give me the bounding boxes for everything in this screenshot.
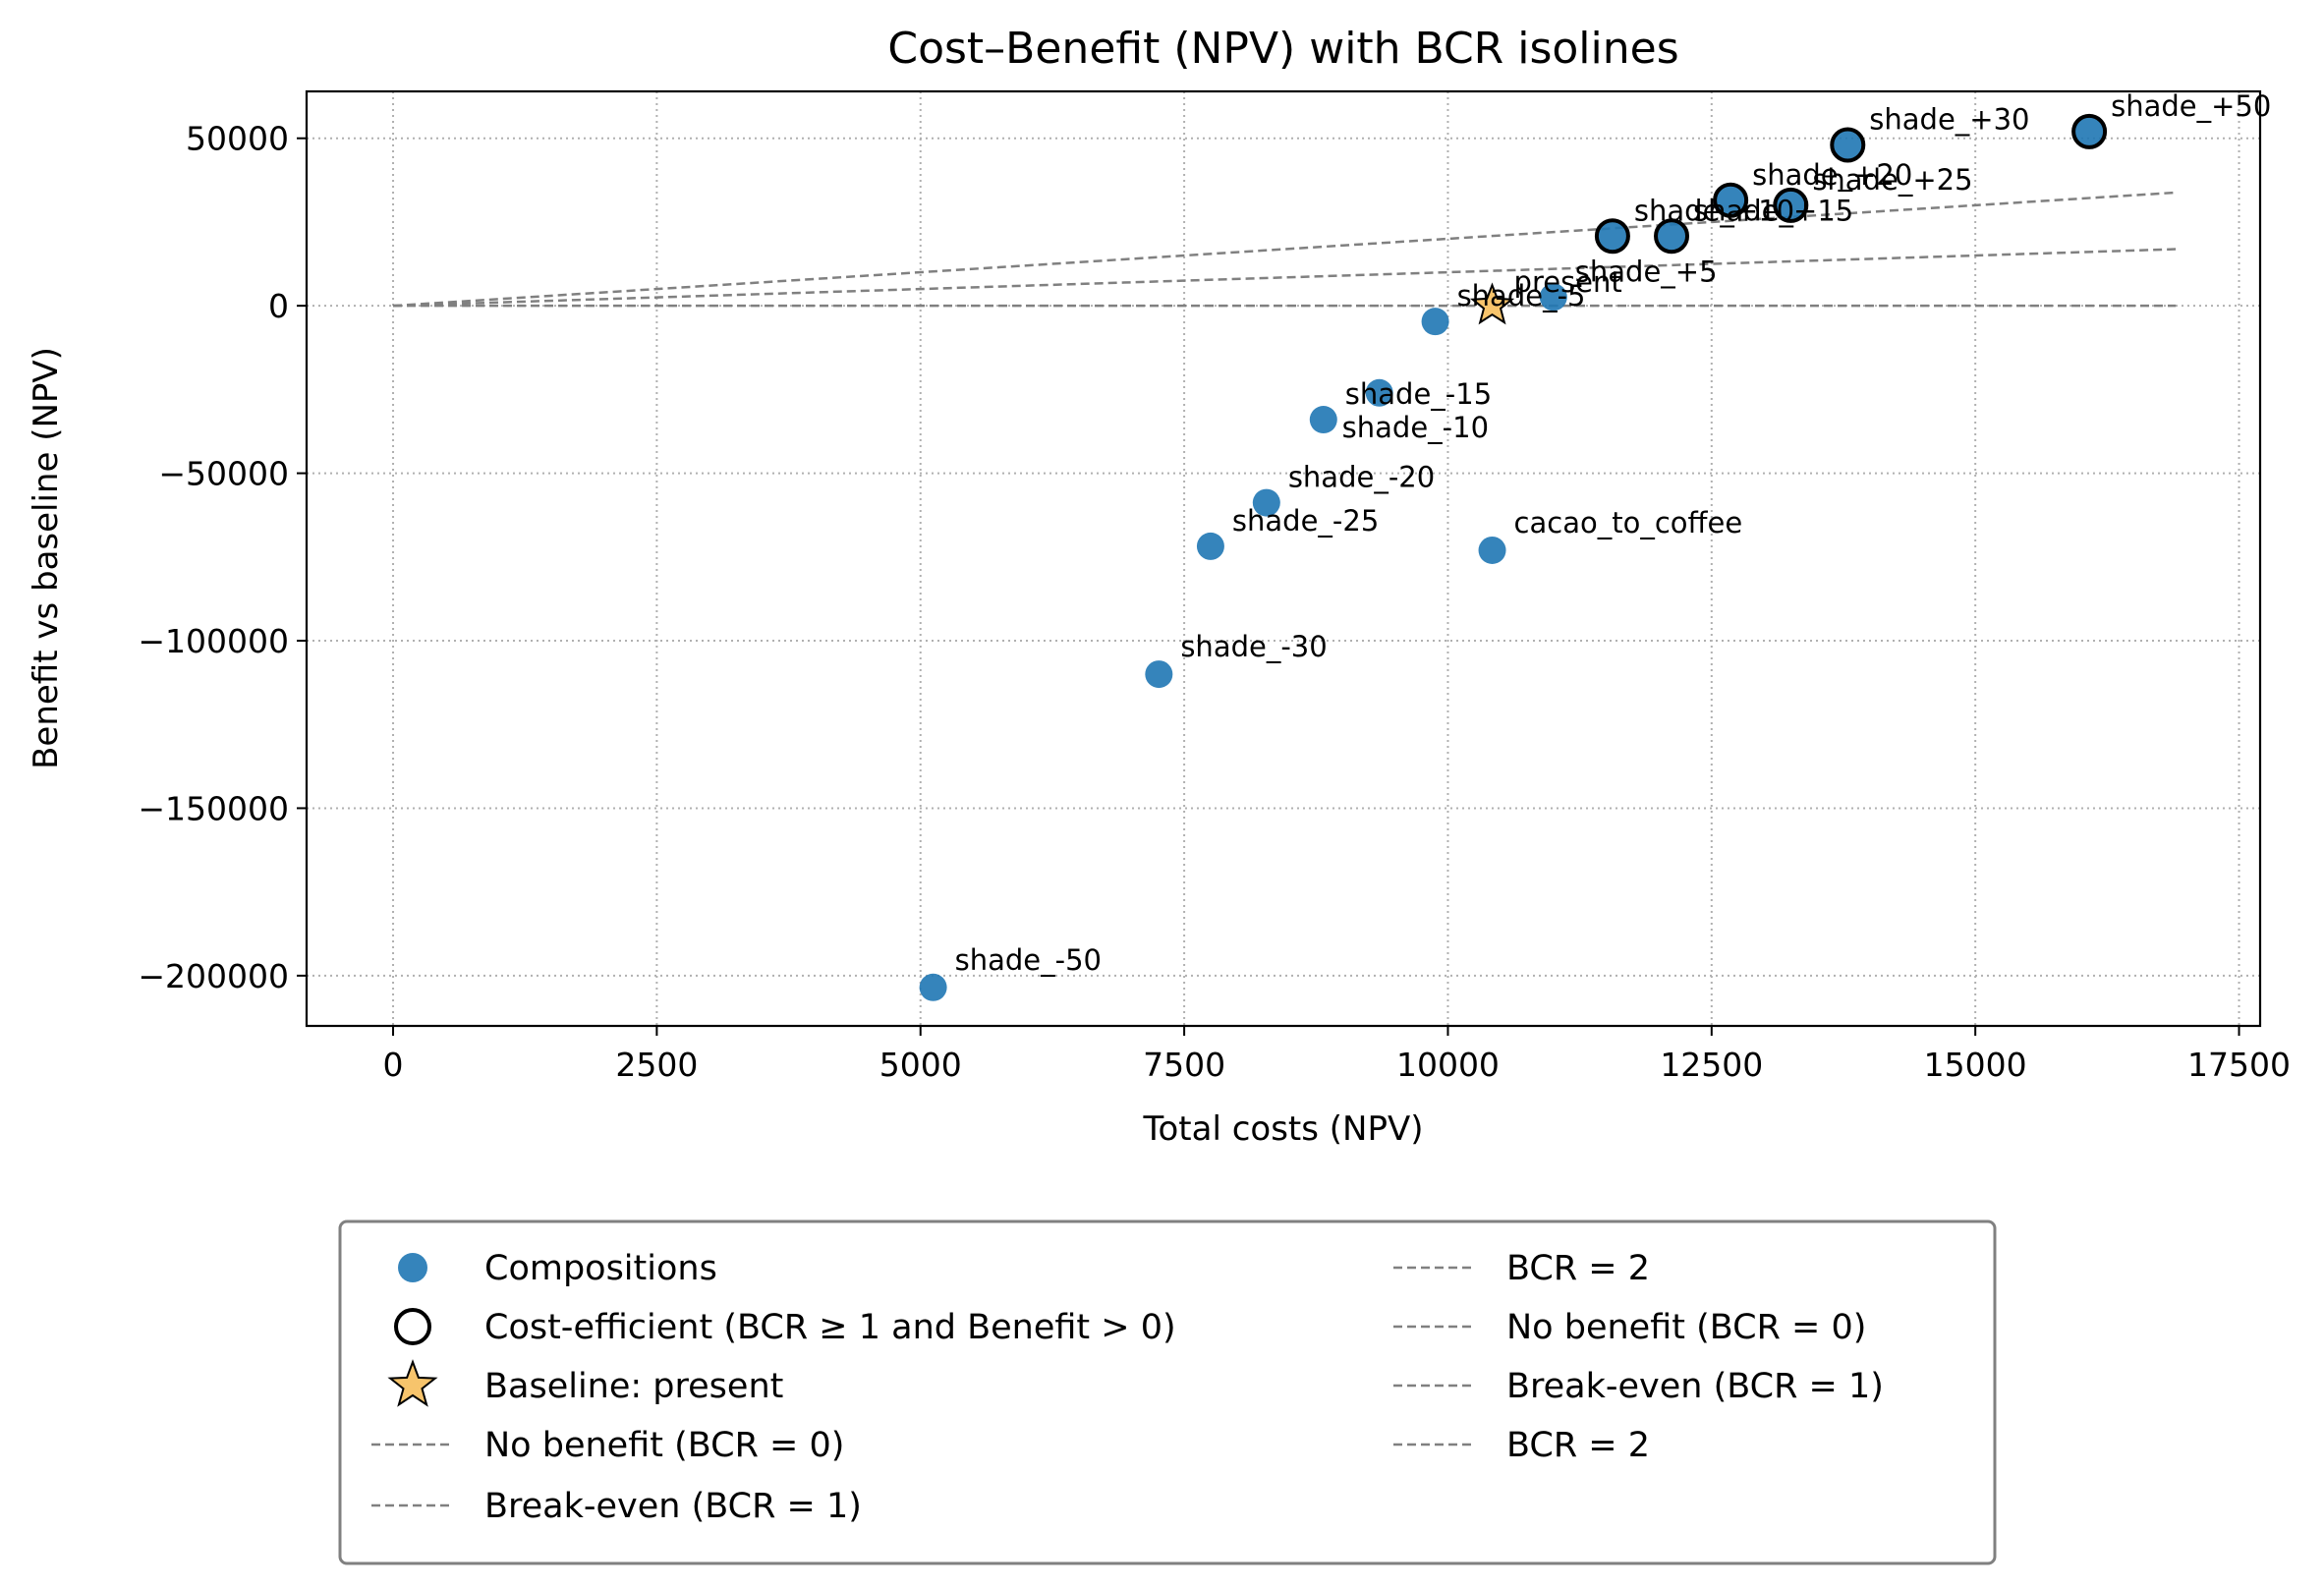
grid-lines [307, 91, 2260, 1026]
point-labels: shade_-50 shade_-30 shade_-25 shade_-20 shad… [955, 89, 2272, 977]
point-shade_+30 [1830, 127, 1866, 163]
point-label: shade_-50 [955, 943, 1102, 977]
legend-label: Break-even (BCR = 1) [1506, 1367, 1884, 1406]
point-label: shade_+10 [1634, 194, 1794, 227]
point-shade_+10 [1594, 218, 1630, 255]
legend-label: No benefit (BCR = 0) [1506, 1308, 1866, 1347]
point-label: shade_+15 [1693, 194, 1853, 227]
legend-label: BCR = 2 [1506, 1426, 1650, 1465]
x-tick-label: 0 [383, 1046, 404, 1084]
point-label: shade_+5 [1575, 255, 1718, 288]
point-shade_-20 [1252, 488, 1280, 517]
x-tick-label: 7500 [1143, 1046, 1225, 1084]
y-axis-ticks: 50000 0 −50000 −100000 −150000 −200000 [138, 120, 307, 995]
legend-label: BCR = 2 [1506, 1249, 1650, 1288]
data-points [919, 113, 2108, 1001]
point-label: shade_-25 [1232, 504, 1379, 538]
x-tick-label: 2500 [615, 1046, 698, 1084]
point-label: cacao_to_coffee [1514, 506, 1743, 539]
x-tick-label: 17500 [2187, 1046, 2291, 1084]
point-shade_-25 [1196, 532, 1224, 560]
legend-handle-baseline [387, 1359, 438, 1407]
baseline-star [1469, 282, 1515, 325]
chart-title: Cost–Benefit (NPV) with BCR isolines [887, 24, 1678, 74]
x-tick-label: 10000 [1396, 1046, 1500, 1084]
point-label: shade_+25 [1812, 163, 1972, 197]
point-shade_-10 [1365, 378, 1393, 407]
y-axis-label: Benefit vs baseline (NPV) [27, 347, 66, 769]
point-label: shade_-20 [1288, 461, 1435, 494]
x-axis-ticks: 0 2500 5000 7500 10000 12500 15000 17500 [383, 1026, 2291, 1084]
legend: Compositions Cost-efficient (BCR ≥ 1 and … [338, 1219, 1997, 1565]
legend-label: Compositions [484, 1249, 717, 1288]
point-shade_+20 [1713, 182, 1749, 218]
y-tick-label: −50000 [158, 455, 289, 493]
legend-handle-efficient [394, 1308, 431, 1345]
point-shade_+5 [1539, 283, 1567, 312]
x-tick-label: 12500 [1660, 1046, 1763, 1084]
point-label: shade_-5 [1457, 279, 1586, 312]
point-shade_+15 [1654, 218, 1690, 255]
x-tick-label: 5000 [879, 1046, 962, 1084]
legend-box [338, 1219, 1997, 1565]
point-shade_-30 [1145, 660, 1173, 689]
point-label: shade_+20 [1752, 158, 1912, 192]
legend-label: No benefit (BCR = 0) [484, 1426, 844, 1465]
bcr-isolines [392, 191, 2177, 308]
legend-label: Cost-efficient (BCR ≥ 1 and Benefit > 0) [484, 1308, 1176, 1347]
point-shade_+25 [1773, 187, 1809, 223]
point-shade_-5 [1421, 308, 1449, 336]
point-shade_-15 [1309, 406, 1337, 434]
point-label: shade_+50 [2111, 89, 2271, 123]
isoline-bcr-2 [392, 191, 2177, 308]
point-label: shade_-10 [1342, 411, 1489, 444]
y-tick-label: −200000 [138, 957, 289, 995]
legend-label: Break-even (BCR = 1) [484, 1487, 862, 1526]
y-tick-label: 50000 [186, 120, 289, 158]
point-shade_+50 [2071, 113, 2108, 149]
isoline-bcr-1 [392, 248, 2177, 308]
point-cacao_to_coffee [1478, 536, 1506, 564]
x-axis-label: Total costs (NPV) [1143, 1109, 1424, 1149]
x-tick-label: 15000 [1924, 1046, 2027, 1084]
point-label: shade_-30 [1180, 630, 1327, 663]
point-label: shade_-15 [1345, 377, 1492, 411]
baseline-label: present [1514, 265, 1622, 299]
plot-frame [305, 89, 2262, 1028]
y-tick-label: −150000 [138, 789, 289, 827]
point-shade_-50 [919, 973, 947, 1001]
legend-label: Baseline: present [484, 1367, 783, 1406]
legend-handle-compositions [398, 1253, 427, 1282]
y-tick-label: −100000 [138, 622, 289, 660]
point-label: shade_+30 [1869, 103, 2029, 137]
y-tick-label: 0 [268, 287, 289, 325]
